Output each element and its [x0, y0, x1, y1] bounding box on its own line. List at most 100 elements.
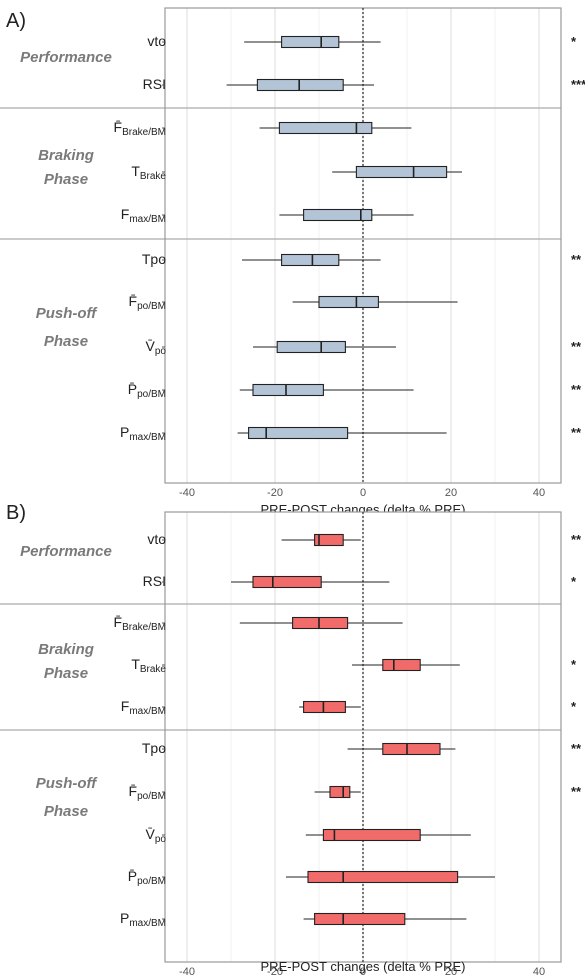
x-axis-label: PRE-POST changes (delta % PRE)	[261, 959, 466, 974]
row-label-subscript: max/BM	[129, 706, 166, 717]
x-tick-label: 0	[360, 966, 366, 978]
row-label: V̄po	[146, 338, 167, 357]
box	[329, 785, 351, 799]
significance-mark: *	[571, 699, 577, 714]
row-label-base: F̄	[129, 783, 138, 799]
box	[278, 121, 373, 135]
group-label: Performance	[20, 49, 112, 66]
panel-b: B) -40 -20 0 20 40 PRE-POST changes (delta % P…	[0, 502, 582, 978]
group-label: Braking	[38, 641, 94, 658]
row-label: F̄po/BM	[129, 293, 166, 312]
x-tick-label: 40	[533, 487, 545, 499]
x-tick-label: -20	[267, 966, 283, 978]
row-label: F̄po/BM	[129, 783, 166, 802]
row-label-base: F	[121, 206, 130, 222]
panel-label: B)	[6, 502, 26, 524]
row-label: Tpo	[142, 251, 166, 267]
row-label-base: F̄	[114, 614, 123, 630]
box	[252, 383, 324, 397]
row-label-base: V̄	[146, 826, 156, 842]
group-label: Phase	[44, 665, 88, 682]
x-tick-label: 40	[533, 966, 545, 978]
box	[355, 165, 448, 179]
row-label: F̄Brake/BM	[114, 119, 166, 138]
box	[252, 575, 322, 589]
row-label: V̄po	[146, 826, 167, 845]
row-label-base: Tpo	[142, 251, 166, 267]
row-label-subscript: po	[155, 834, 167, 845]
row-label-base: RSI	[143, 573, 166, 589]
row-label: Pmax/BM	[120, 910, 166, 929]
significance-mark: **	[571, 382, 582, 397]
significance-mark: **	[571, 252, 582, 267]
box	[382, 658, 421, 672]
row-label-subscript: Brake	[140, 664, 167, 675]
row-label: TBrake	[131, 163, 166, 182]
box	[248, 426, 349, 440]
significance-mark: **	[571, 532, 582, 547]
row-label-subscript: max/BM	[129, 214, 166, 225]
significance-mark: *	[571, 657, 577, 672]
group-label: Push-off	[36, 775, 99, 792]
significance-mark: **	[571, 339, 582, 354]
x-tick-label: -20	[267, 487, 283, 499]
row-label-subscript: max/BM	[129, 432, 166, 443]
row-label: P̄po/BM	[128, 381, 166, 400]
row-label-subscript: Brake	[140, 171, 167, 182]
group-label: Push-off	[36, 305, 99, 322]
row-label-base: F̄	[114, 119, 123, 135]
x-tick-label: 20	[445, 966, 457, 978]
box	[314, 533, 344, 547]
row-label-base: F̄	[129, 293, 138, 309]
significance-mark: **	[571, 741, 582, 756]
box	[256, 78, 344, 92]
row-label: vto	[147, 531, 166, 547]
row-label-subscript: po/BM	[137, 876, 166, 887]
row-label: TBrake	[131, 656, 166, 675]
box	[281, 253, 340, 267]
row-label-base: V̄	[146, 338, 156, 354]
significance-mark: **	[571, 784, 582, 799]
significance-mark: ***	[571, 77, 585, 92]
x-tick-label: 0	[360, 487, 366, 499]
x-tick-label: 20	[445, 487, 457, 499]
box	[292, 616, 349, 630]
row-label-subscript: po/BM	[137, 791, 166, 802]
significance-mark: *	[571, 574, 577, 589]
row-label-base: P	[120, 424, 129, 440]
row-label-subscript: max/BM	[129, 918, 166, 929]
group-label: Performance	[20, 543, 112, 560]
group-label: Phase	[44, 333, 88, 350]
row-label-subscript: Brake/BM	[122, 127, 166, 138]
row-label: vto	[147, 33, 166, 49]
row-label-base: vto	[147, 531, 166, 547]
row-label-base: P̄	[128, 868, 137, 884]
group-label: Braking	[38, 147, 94, 164]
significance-mark: *	[571, 34, 577, 49]
row-label: Fmax/BM	[121, 206, 166, 225]
row-label-base: vto	[147, 33, 166, 49]
box	[322, 828, 421, 842]
row-label: F̄Brake/BM	[114, 614, 166, 633]
row-label-base: T	[131, 163, 140, 179]
row-label-base: F	[121, 698, 130, 714]
box	[382, 742, 441, 756]
group-label: Phase	[44, 803, 88, 820]
group-label: Phase	[44, 171, 88, 188]
row-label-subscript: po/BM	[137, 389, 166, 400]
panel-label: A)	[6, 10, 26, 32]
box	[314, 912, 406, 926]
row-label: Tpo	[142, 740, 166, 756]
box	[303, 208, 373, 222]
row-label: P̄po/BM	[128, 868, 166, 887]
row-label: RSI	[143, 573, 166, 589]
row-label-base: RSI	[143, 76, 166, 92]
row-label-base: T	[131, 656, 140, 672]
box	[276, 340, 346, 354]
row-label: Pmax/BM	[120, 424, 166, 443]
row-label-base: P̄	[128, 381, 137, 397]
box	[281, 35, 340, 49]
x-tick-label: -40	[179, 487, 195, 499]
